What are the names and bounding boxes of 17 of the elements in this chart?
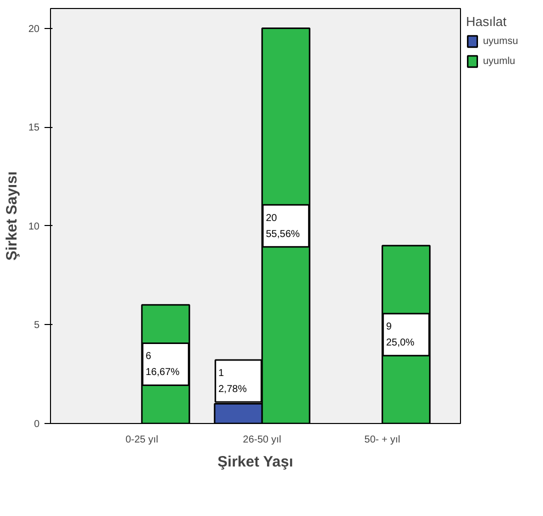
y-tick-label: 15 <box>28 122 40 134</box>
y-tick-label: 5 <box>34 320 40 332</box>
data-label: 20 55,56% <box>266 212 300 240</box>
legend-label: uyumsu <box>483 36 518 46</box>
y-tick-label: 20 <box>28 24 40 35</box>
y-axis-title: Şirket Sayısı <box>3 171 20 261</box>
data-label: 6 16,67% <box>146 351 180 378</box>
legend-title: Hasılat <box>466 14 508 29</box>
x-tick-label: 50- + yıl <box>364 434 400 446</box>
x-axis-title: Şirket Yaşı <box>218 454 294 470</box>
data-label: 9 25,0% <box>386 322 415 349</box>
x-tick-label: 26-50 yıl <box>242 434 282 446</box>
y-tick-label: 10 <box>28 221 40 232</box>
data-label: 1 2,78% <box>218 368 247 396</box>
y-tick-label: 0 <box>34 419 40 430</box>
x-tick-label: 0-25 yıl <box>125 434 158 446</box>
legend-label: uyumlu <box>483 56 516 66</box>
